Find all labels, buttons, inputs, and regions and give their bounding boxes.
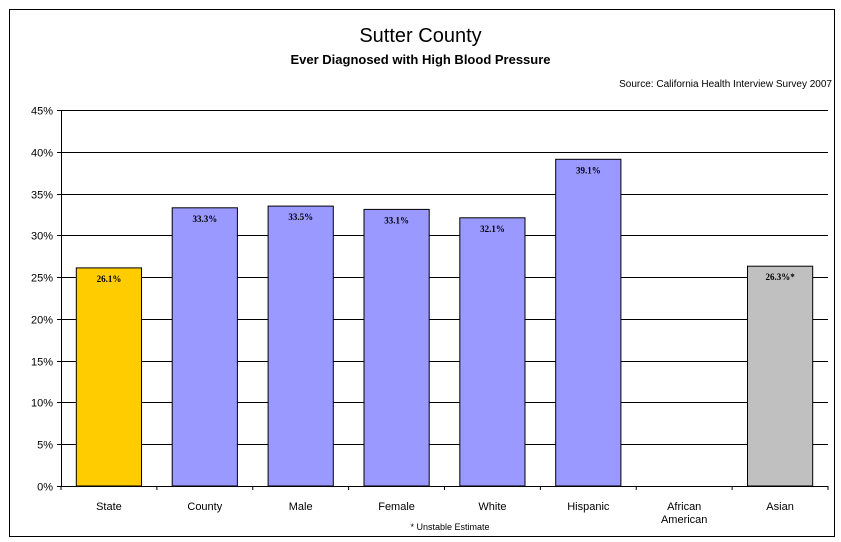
bars <box>75 158 814 487</box>
bar <box>555 158 622 487</box>
y-tick-label: 10% <box>31 398 53 410</box>
y-tick-label: 40% <box>31 148 53 160</box>
bar <box>363 208 430 487</box>
category-label: African <box>667 501 701 513</box>
y-tick-label: 0% <box>37 482 53 494</box>
bar <box>747 265 814 487</box>
category-label: County <box>187 501 222 513</box>
bar <box>267 205 334 487</box>
chart-footnote: * Unstable Estimate <box>410 522 490 532</box>
category-label: American <box>661 514 707 526</box>
category-label: Male <box>289 501 313 513</box>
chart-subtitle: Ever Diagnosed with High Blood Pressure <box>290 52 551 67</box>
bar <box>75 267 142 487</box>
data-label: 33.5% <box>288 212 313 222</box>
y-tick-label: 20% <box>31 315 53 327</box>
data-label: 33.3% <box>192 214 217 224</box>
x-axis-labels: State County Male Female White Hispanic Africa… <box>60 486 829 526</box>
y-tick-label: 25% <box>31 273 53 285</box>
bar <box>171 207 238 487</box>
bar <box>459 217 526 487</box>
y-tick-label: 5% <box>37 440 53 452</box>
y-tick-label: 15% <box>31 357 53 369</box>
data-label: 32.1% <box>480 224 505 234</box>
y-tick-label: 45% <box>31 106 53 118</box>
y-tick-label: 30% <box>31 231 53 243</box>
chart-source: Source: California Health Interview Surv… <box>619 79 832 90</box>
y-axis-ticks: 0% 5% 10% 15% 20% 25% 30% 35% 40% 45% <box>31 106 61 494</box>
category-label: State <box>96 501 122 513</box>
data-label: 39.1% <box>576 165 601 175</box>
category-label: Female <box>378 501 415 513</box>
y-tick-label: 35% <box>31 190 53 202</box>
data-label: 33.1% <box>384 215 409 225</box>
data-label: 26.1% <box>97 274 122 284</box>
category-label: Hispanic <box>567 501 610 513</box>
data-label: 26.3%* <box>765 272 795 282</box>
category-label: White <box>478 501 506 513</box>
data-labels: 26.1% 33.3% 33.5% 33.1% 32.1% 39.1% 26.3%* <box>97 165 796 284</box>
chart-title: Sutter County <box>359 25 482 47</box>
category-label: Asian <box>766 501 794 513</box>
